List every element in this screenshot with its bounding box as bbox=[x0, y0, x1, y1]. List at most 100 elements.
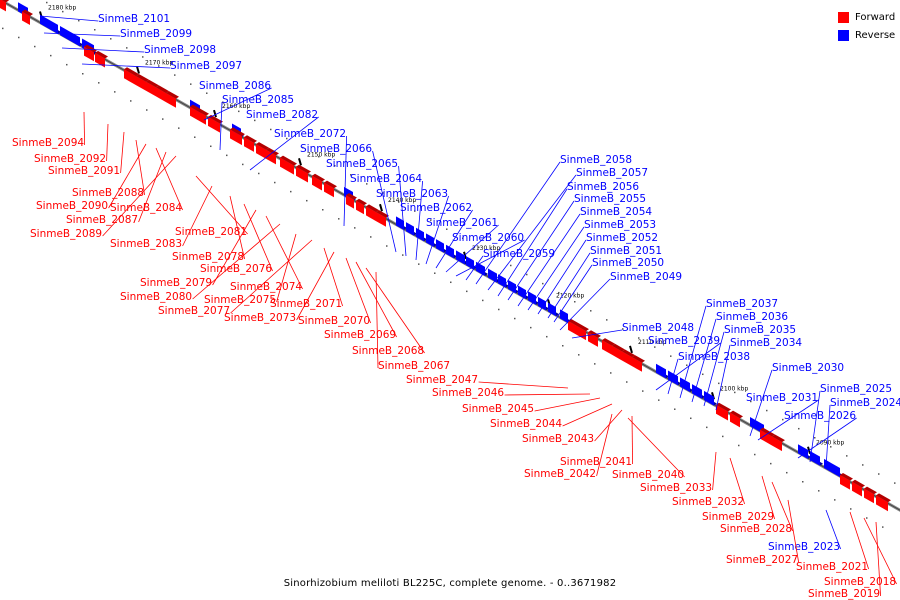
reverse-gene-label: SinmeB_2063 bbox=[376, 188, 448, 200]
reverse-gene bbox=[476, 261, 485, 276]
backbone-dot bbox=[190, 83, 192, 85]
forward-gene bbox=[366, 206, 376, 222]
reverse-gene-leader bbox=[415, 180, 423, 261]
reverse-gene bbox=[60, 26, 80, 47]
forward-gene bbox=[840, 473, 853, 481]
forward-gene-leader bbox=[102, 155, 177, 237]
reverse-gene-leader bbox=[715, 344, 731, 411]
reverse-gene bbox=[538, 296, 546, 311]
forward-gene-label: SinmeB_2019 bbox=[808, 588, 880, 600]
forward-gene-leader bbox=[787, 499, 799, 563]
backbone-dot bbox=[62, 10, 64, 13]
reverse-gene-leader bbox=[465, 255, 484, 281]
forward-gene-label: SinmeB_2067 bbox=[378, 360, 450, 372]
reverse-gene bbox=[680, 377, 690, 392]
reverse-gene bbox=[426, 233, 434, 247]
forward-gene-leader bbox=[375, 271, 379, 369]
forward-gene-label: SinmeB_2041 bbox=[560, 456, 632, 468]
reverse-gene bbox=[798, 444, 808, 459]
forward-gene bbox=[840, 475, 850, 490]
reverse-swatch bbox=[838, 30, 849, 41]
backbone-dot bbox=[334, 165, 336, 167]
forward-gene-label: SinmeB_2077 bbox=[158, 305, 230, 317]
reverse-gene-label: SinmeB_2024 bbox=[830, 397, 900, 409]
forward-gene bbox=[632, 357, 642, 372]
forward-gene-label: SinmeB_2090 bbox=[36, 200, 108, 212]
forward-gene-label: SinmeB_2084 bbox=[110, 202, 182, 214]
reverse-gene-label: SinmeB_2056 bbox=[567, 181, 639, 193]
backbone-dot bbox=[526, 273, 528, 276]
backbone-dot bbox=[546, 335, 548, 338]
forward-gene-label: SinmeB_2079 bbox=[140, 277, 212, 289]
backbone-dot bbox=[178, 127, 180, 129]
backbone-dot bbox=[798, 427, 800, 430]
backbone-dot bbox=[338, 218, 340, 220]
backbone-dot bbox=[386, 245, 388, 247]
forward-gene bbox=[190, 106, 206, 125]
backbone-dot bbox=[226, 154, 228, 157]
forward-gene-leader bbox=[771, 481, 793, 532]
backbone-dot bbox=[690, 417, 692, 420]
backbone-dot bbox=[802, 481, 804, 483]
forward-gene bbox=[876, 493, 891, 503]
forward-gene bbox=[296, 166, 308, 183]
reverse-gene bbox=[406, 222, 414, 236]
forward-gene-leader bbox=[296, 251, 335, 321]
reverse-gene-label: SinmeB_2035 bbox=[724, 324, 796, 336]
reverse-gene bbox=[466, 256, 474, 270]
backbone-dot bbox=[222, 101, 224, 104]
forward-gene-label: SinmeB_2044 bbox=[490, 418, 562, 430]
forward-gene-leader bbox=[276, 233, 297, 303]
reverse-gene-leader bbox=[667, 358, 679, 395]
backbone-dot bbox=[562, 345, 564, 347]
backbone-dot bbox=[82, 73, 84, 75]
forward-gene bbox=[568, 320, 586, 341]
forward-gene bbox=[760, 427, 775, 437]
forward-gene-label: SinmeB_2083 bbox=[110, 238, 182, 250]
forward-gene bbox=[296, 164, 311, 174]
backbone-dot bbox=[594, 363, 596, 365]
reverse-gene-leader bbox=[527, 226, 585, 311]
backbone-dot bbox=[846, 455, 848, 457]
forward-gene bbox=[876, 495, 888, 512]
backbone-dot bbox=[578, 354, 580, 356]
forward-gene-leader bbox=[729, 457, 745, 505]
forward-gene-label: SinmeB_2071 bbox=[270, 298, 342, 310]
reverse-gene-label: SinmeB_2051 bbox=[590, 245, 662, 257]
forward-gene bbox=[208, 116, 220, 133]
forward-gene-label: SinmeB_2028 bbox=[720, 523, 792, 535]
backbone-dot bbox=[146, 109, 148, 111]
forward-gene bbox=[612, 343, 625, 352]
reverse-gene bbox=[498, 274, 506, 288]
backbone-dot bbox=[290, 190, 292, 193]
forward-gene-label: SinmeB_2040 bbox=[612, 469, 684, 481]
legend-label-reverse: Reverse bbox=[855, 30, 896, 41]
backbone-dot bbox=[78, 19, 80, 22]
reverse-gene-leader bbox=[679, 305, 707, 399]
backbone-dot bbox=[354, 227, 356, 229]
forward-gene bbox=[146, 81, 156, 97]
reverse-gene-leader bbox=[825, 509, 841, 550]
reverse-gene-label: SinmeB_2097 bbox=[170, 60, 242, 72]
reverse-gene-leader bbox=[39, 15, 99, 22]
backbone-dot bbox=[782, 418, 784, 421]
forward-gene bbox=[602, 338, 615, 346]
kbp-tick bbox=[379, 203, 383, 212]
kbp-tick-label: 2170 kbp bbox=[145, 60, 173, 67]
forward-gene bbox=[588, 332, 598, 347]
backbone-dot bbox=[254, 119, 256, 122]
reverse-gene-label: SinmeB_2064 bbox=[350, 173, 422, 185]
forward-gene bbox=[256, 142, 269, 150]
forward-gene-leader bbox=[712, 451, 717, 491]
backbone-dot bbox=[814, 437, 816, 439]
forward-gene bbox=[852, 481, 862, 497]
backbone-dot bbox=[590, 310, 592, 312]
backbone-dot bbox=[482, 299, 484, 302]
reverse-gene bbox=[656, 363, 666, 379]
backbone-dot bbox=[718, 382, 720, 385]
backbone-dot bbox=[498, 308, 500, 311]
forward-gene-label: SinmeB_2088 bbox=[72, 187, 144, 199]
kbp-tick-label: 2120 kbp bbox=[556, 292, 584, 299]
forward-gene bbox=[730, 412, 740, 428]
